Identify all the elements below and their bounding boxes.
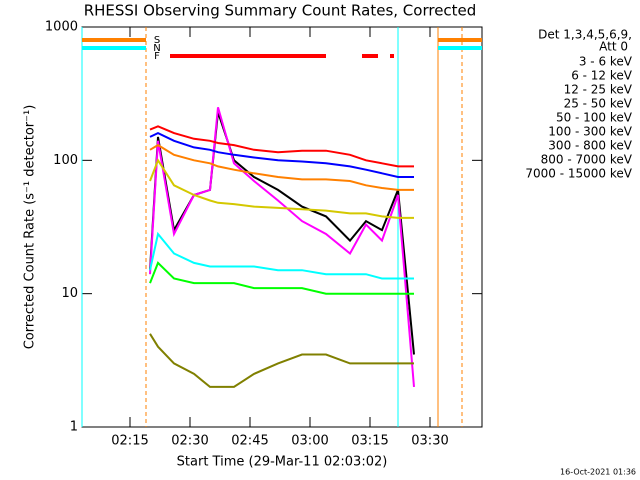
series-line — [149, 143, 414, 191]
series-line — [149, 333, 414, 388]
y-axis-label: Corrected Count Rate (s⁻¹ detector⁻¹) — [23, 105, 38, 350]
series-line — [149, 231, 414, 280]
timestamp: 16-Oct-2021 01:36 — [560, 468, 636, 477]
x-tick-label: 02:30 — [171, 434, 208, 449]
y-tick-label: 1000 — [45, 20, 78, 35]
flag-label: N — [153, 43, 160, 54]
series-line — [149, 261, 414, 295]
x-tick-label: 03:15 — [351, 434, 388, 449]
legend-entry: 7000 - 15000 keV — [525, 167, 632, 181]
legend-entry: 12 - 25 keV — [564, 83, 633, 97]
plot-frame — [81, 26, 483, 428]
chart-title: RHESSI Observing Summary Count Rates, Co… — [84, 2, 477, 20]
y-tick-label: 1 — [70, 420, 78, 435]
legend-entry: 300 - 800 keV — [548, 139, 632, 153]
legend-entry: 25 - 50 keV — [564, 97, 633, 111]
y-tick-label: 100 — [53, 153, 78, 168]
x-tick-label: 03:00 — [291, 434, 328, 449]
x-tick-label: 02:15 — [111, 434, 148, 449]
x-tick-label: 02:45 — [231, 434, 268, 449]
legend-entry: 800 - 7000 keV — [541, 153, 633, 167]
series-line — [149, 131, 414, 178]
legend-entry: 50 - 100 keV — [556, 111, 633, 125]
flag-label: F — [154, 51, 160, 62]
y-tick-label: 10 — [61, 286, 78, 301]
legend-entry: 3 - 6 keV — [579, 55, 633, 69]
series-line — [149, 107, 415, 387]
legend-header: Att 0 — [599, 40, 628, 54]
series-line — [149, 158, 414, 219]
legend-entry: 100 - 300 keV — [548, 125, 632, 139]
legend-entry: 6 - 12 keV — [571, 69, 633, 83]
legend-header: Det 1,3,4,5,6,9, — [538, 28, 632, 42]
x-axis-label: Start Time (29-Mar-11 02:03:02) — [177, 455, 388, 470]
flag-label: S — [154, 35, 160, 46]
x-tick-label: 03:30 — [411, 434, 448, 449]
series-line — [149, 125, 414, 168]
